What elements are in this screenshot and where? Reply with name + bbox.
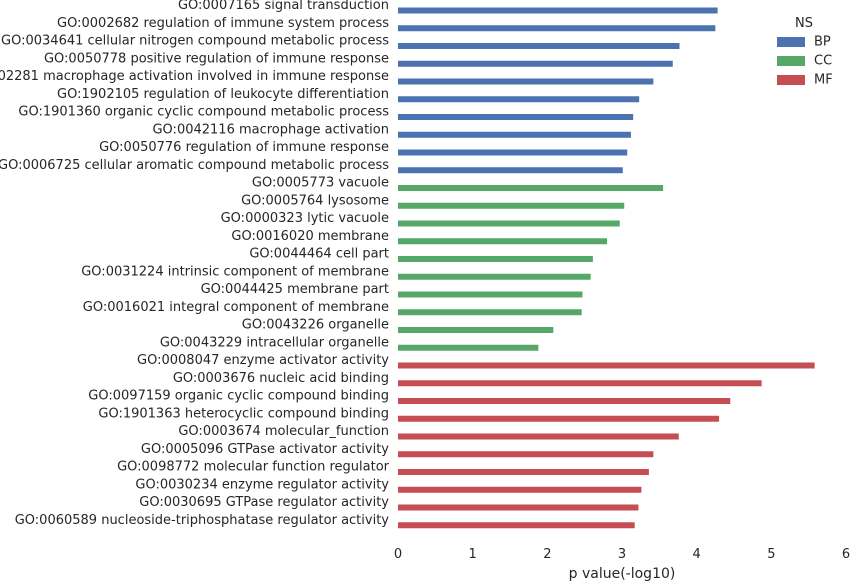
bar-bp xyxy=(398,96,640,103)
bar-bp xyxy=(398,149,628,156)
legend-label-mf: MF xyxy=(814,73,833,88)
category-label: GO:0031224 intrinsic component of membra… xyxy=(81,264,389,279)
category-label: GO:0097159 organic cyclic compound bindi… xyxy=(88,389,389,404)
x-tick-label: 4 xyxy=(693,547,701,562)
bar-mf xyxy=(398,415,720,422)
category-label: GO:0044425 membrane part xyxy=(201,282,389,297)
category-label: GO:0016020 membrane xyxy=(231,229,389,244)
bar-bp xyxy=(398,167,623,174)
x-tick-label: 0 xyxy=(394,547,402,562)
category-label: GO:0002281 macrophage activation involve… xyxy=(0,69,389,84)
bar-bp xyxy=(398,114,634,120)
bar-cc xyxy=(398,238,608,245)
x-tick-label: 5 xyxy=(767,547,775,562)
category-label: GO:0000323 lytic vacuole xyxy=(221,211,389,226)
legend-title: NS xyxy=(795,16,813,31)
category-label: GO:0016021 integral component of membran… xyxy=(83,300,389,315)
bar-bp xyxy=(398,60,673,67)
bar-mf xyxy=(398,486,642,493)
category-label: GO:0030234 enzyme regulator activity xyxy=(135,477,389,492)
category-label: GO:0007165 signal transduction xyxy=(178,0,389,13)
bar-mf xyxy=(398,504,639,511)
bar-mf xyxy=(398,469,649,475)
category-label: GO:1901363 heterocyclic compound binding xyxy=(98,406,389,421)
legend-label-bp: BP xyxy=(814,35,831,50)
category-label: GO:0050776 regulation of immune response xyxy=(99,140,389,155)
category-label: GO:0005773 vacuole xyxy=(252,176,389,191)
x-tick-label: 1 xyxy=(469,547,477,562)
bar-cc xyxy=(398,291,583,298)
category-label: GO:1902105 regulation of leukocyte diffe… xyxy=(57,87,389,102)
legend-swatch-mf xyxy=(777,75,805,85)
legend-swatch-bp xyxy=(777,37,805,47)
bar-cc xyxy=(398,273,591,280)
legend-swatch-cc xyxy=(777,56,805,66)
x-tick-label: 2 xyxy=(543,547,551,562)
category-label: GO:0034641 cellular nitrogen compound me… xyxy=(1,34,389,49)
category-label: GO:0050778 positive regulation of immune… xyxy=(44,51,389,66)
category-label: GO:0006725 cellular aromatic compound me… xyxy=(0,158,389,173)
bar-mf xyxy=(398,398,731,404)
bar-bp xyxy=(398,7,718,14)
category-label: GO:0002682 regulation of immune system p… xyxy=(57,16,389,31)
bar-bp xyxy=(398,131,631,138)
category-labels: GO:0007165 signal transduction GO:0002682… xyxy=(0,0,390,528)
category-label: GO:0005096 GTPase activator activity xyxy=(141,442,389,457)
bar-cc xyxy=(398,344,539,351)
bar-cc xyxy=(398,327,554,333)
bar-mf xyxy=(398,522,635,529)
bar-mf xyxy=(398,380,762,387)
x-tick-label: 6 xyxy=(842,547,850,562)
category-label: GO:0044464 cell part xyxy=(249,247,389,262)
category-label: GO:0003674 molecular_function xyxy=(178,424,389,439)
bar-cc xyxy=(398,202,625,209)
legend-label-cc: CC xyxy=(814,54,832,69)
x-axis: 0 1 2 3 4 5 6 xyxy=(394,547,850,562)
bar-cc xyxy=(398,185,664,191)
x-tick-label: 3 xyxy=(618,547,626,562)
bar-bp xyxy=(398,25,716,32)
bar-mf xyxy=(398,451,654,458)
category-label: GO:0060589 nucleoside-triphosphatase reg… xyxy=(15,513,390,528)
category-label: GO:0043229 intracellular organelle xyxy=(160,335,389,350)
bar-cc xyxy=(398,220,620,227)
bar-mf xyxy=(398,362,815,369)
category-label: GO:0098772 molecular function regulator xyxy=(117,460,390,475)
bar-mf xyxy=(398,433,679,440)
bar-bp xyxy=(398,78,654,85)
bar-cc xyxy=(398,309,582,316)
category-label: GO:0005764 lysosome xyxy=(241,193,389,208)
bar-bp xyxy=(398,43,680,49)
legend: NS BP CC MF xyxy=(777,16,833,88)
category-label: GO:0030695 GTPase regulator activity xyxy=(139,495,389,510)
bars-layer xyxy=(398,7,815,529)
category-label: GO:0008047 enzyme activator activity xyxy=(137,353,389,368)
category-label: GO:0043226 organelle xyxy=(242,318,389,333)
bar-cc xyxy=(398,256,593,262)
x-axis-title: p value(-log10) xyxy=(569,566,676,582)
category-label: GO:0042116 macrophage activation xyxy=(152,122,389,137)
category-label: GO:1901360 organic cyclic compound metab… xyxy=(18,105,389,120)
category-label: GO:0003676 nucleic acid binding xyxy=(173,371,389,386)
